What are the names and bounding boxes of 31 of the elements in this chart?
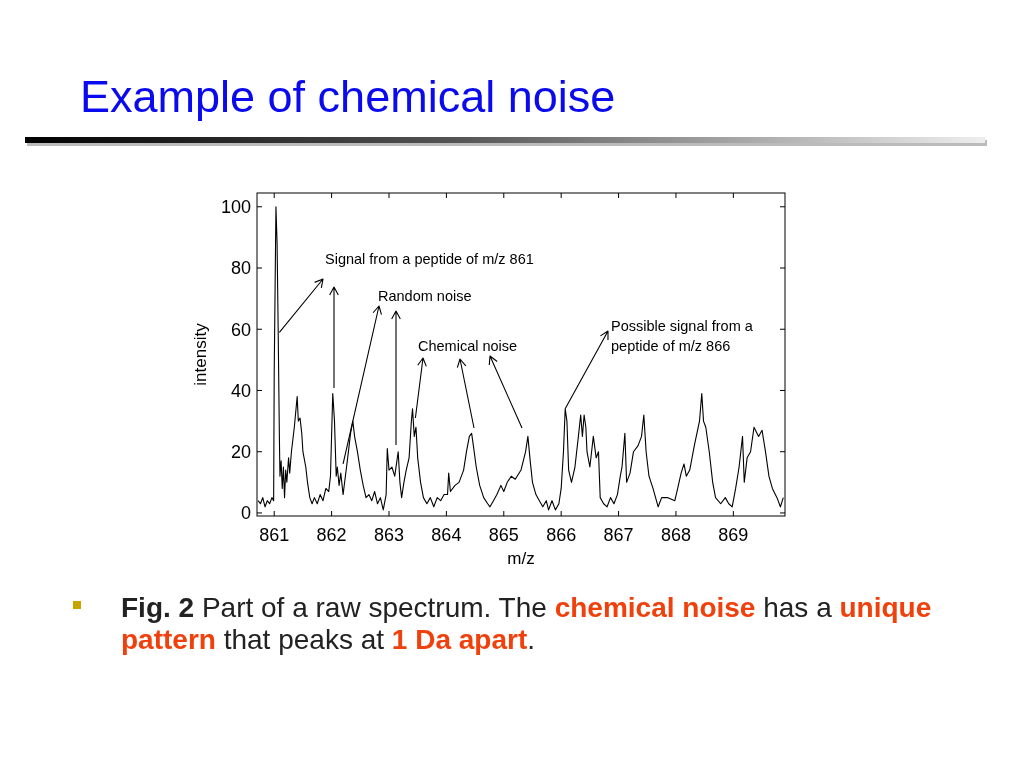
x-tick-label: 863 <box>373 525 405 545</box>
text: has a <box>763 592 832 623</box>
annotation: Random noise <box>378 288 472 304</box>
text: 1 Da apart <box>391 624 528 655</box>
text: chemical noise <box>554 592 756 623</box>
x-tick-label: 869 <box>718 525 749 545</box>
y-tick-label: 100 <box>220 197 251 218</box>
x-tick-label: 862 <box>316 525 347 545</box>
x-tick-label: 867 <box>603 525 634 545</box>
text: . <box>527 624 535 655</box>
x-tick-label: 864 <box>431 525 462 545</box>
y-tick-label: 80 <box>230 258 251 279</box>
text: unique <box>839 592 932 623</box>
text: Part of a raw spectrum. The <box>201 592 547 623</box>
y-tick-label: 60 <box>230 319 251 340</box>
annotation: Chemical noise <box>418 338 518 354</box>
y-tick-label: 20 <box>230 442 251 463</box>
caption: Fig. 2 <box>121 592 195 623</box>
annotation: Possible signal from a peptide of m/z 866 <box>611 318 754 354</box>
text: that peaks at <box>223 624 385 655</box>
y-tick-label: 40 <box>230 380 251 401</box>
text: pattern <box>121 624 216 655</box>
y-axis-title: intensity <box>191 322 210 386</box>
x-tick-label: 868 <box>660 525 691 545</box>
x-tick-label: 865 <box>488 525 519 545</box>
y-tick-label: 0 <box>240 503 251 524</box>
x-tick-label: 866 <box>546 525 577 545</box>
chart-title: Example of chemical noise <box>80 71 616 122</box>
x-tick-label: 861 <box>259 525 290 545</box>
annotation: Signal from a peptide of m/z 861 <box>325 251 534 267</box>
x-axis-title: m/z <box>507 549 535 568</box>
